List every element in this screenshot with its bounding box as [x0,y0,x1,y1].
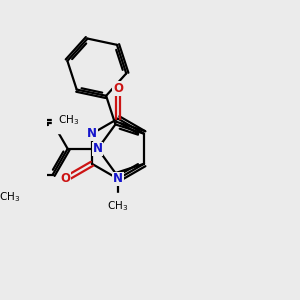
Text: N: N [87,127,97,140]
Text: O: O [61,172,71,185]
Text: CH$_3$: CH$_3$ [0,190,20,204]
Text: O: O [113,82,123,95]
Text: N: N [93,142,103,155]
Text: CH$_3$: CH$_3$ [58,113,79,127]
Text: N: N [113,172,123,185]
Text: CH$_3$: CH$_3$ [107,199,129,213]
